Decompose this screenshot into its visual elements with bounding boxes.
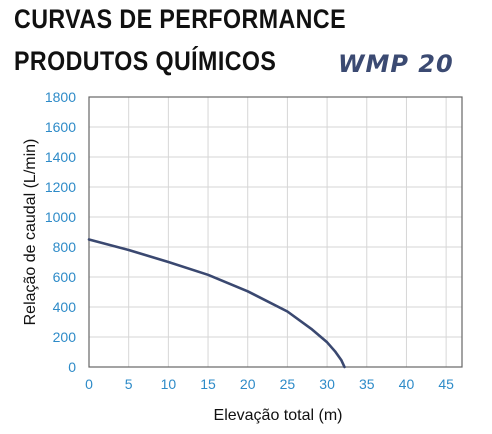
y-tick-label: 1000 (45, 209, 76, 225)
x-tick-label: 0 (85, 376, 93, 392)
y-tick-label: 400 (53, 299, 77, 315)
y-tick-label: 600 (53, 269, 77, 285)
x-tick-label: 20 (240, 376, 256, 392)
x-tick-label: 30 (319, 376, 335, 392)
series (87, 238, 346, 369)
y-axis-label: Relação de caudal (L/min) (22, 139, 39, 326)
x-tick-label: 5 (125, 376, 133, 392)
performance-curve-line (87, 238, 346, 369)
y-tick-label: 200 (53, 329, 77, 345)
grid (88, 96, 462, 368)
chart-title-line-1: CURVAS DE PERFORMANCE (14, 4, 347, 34)
y-tick-label: 1400 (45, 149, 76, 165)
chart-title-line-2: PRODUTOS QUÍMICOS (14, 46, 277, 76)
x-tick-label: 15 (200, 376, 216, 392)
x-tick-labels: 0 5 10 15 20 25 30 35 40 45 (85, 376, 454, 392)
y-tick-label: 800 (53, 239, 77, 255)
y-tick-labels: 0 200 400 600 800 1000 1200 1400 1600 1800 (45, 89, 76, 375)
y-tick-label: 1800 (45, 89, 76, 105)
y-tick-label: 1200 (45, 179, 76, 195)
y-tick-label: 0 (68, 359, 76, 375)
x-tick-label: 45 (438, 376, 454, 392)
x-tick-label: 35 (359, 376, 375, 392)
x-axis-label: Elevação total (m) (214, 407, 343, 424)
y-tick-label: 1600 (45, 119, 76, 135)
model-name: WMP 20 (338, 50, 454, 78)
x-tick-label: 40 (399, 376, 415, 392)
x-tick-label: 25 (280, 376, 296, 392)
plot-frame (88, 96, 463, 368)
x-tick-label: 10 (161, 376, 177, 392)
